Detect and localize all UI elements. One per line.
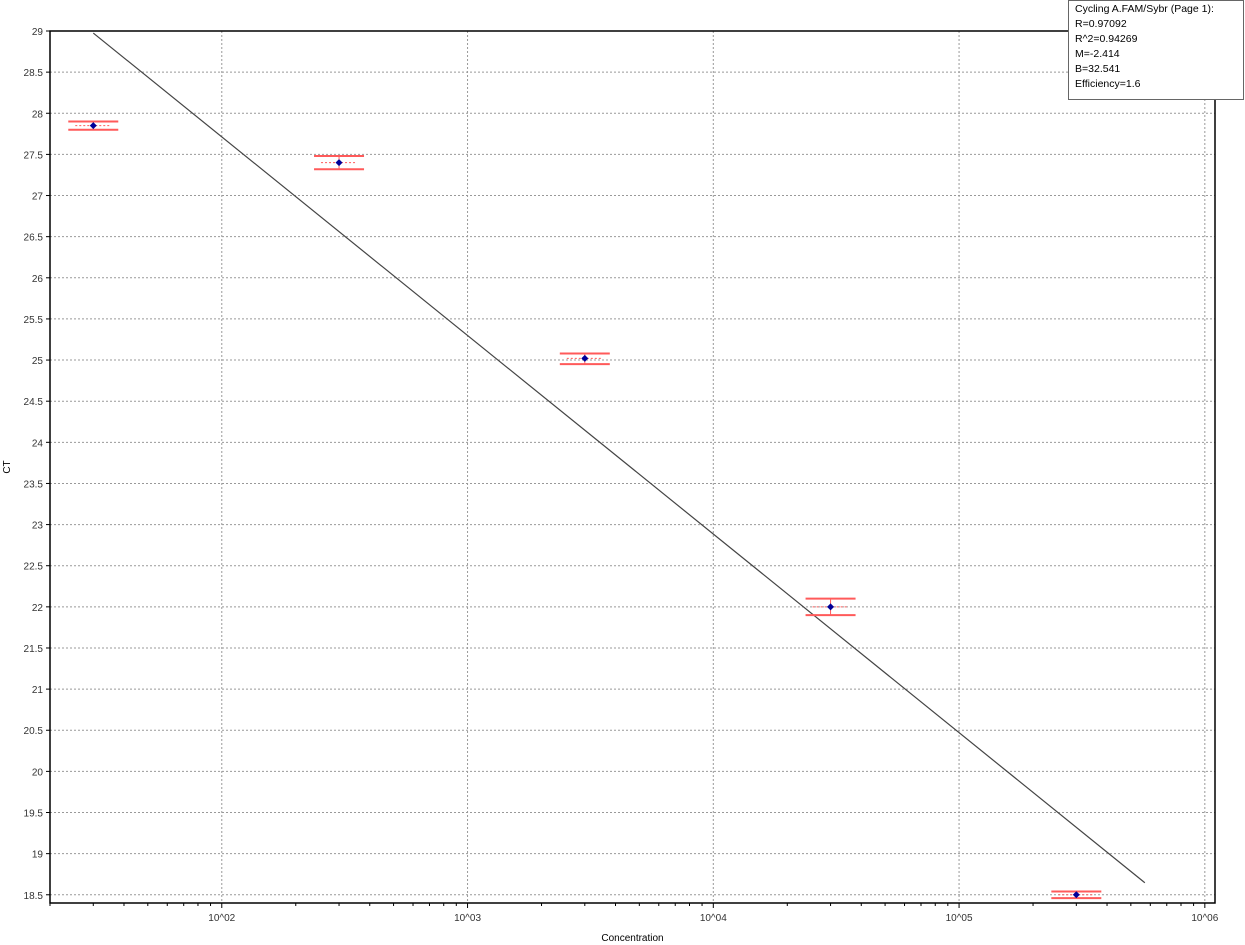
y-tick-label: 19 bbox=[32, 850, 44, 861]
y-tick-label: 24.5 bbox=[24, 397, 44, 408]
x-tick-label: 10^02 bbox=[208, 913, 235, 924]
y-tick-label: 20.5 bbox=[24, 726, 44, 737]
data-point-marker bbox=[89, 122, 97, 130]
x-tick-label: 10^06 bbox=[1191, 913, 1218, 924]
data-point-marker bbox=[1072, 891, 1080, 899]
x-tick-label: 10^05 bbox=[946, 913, 973, 924]
y-tick-label: 27.5 bbox=[24, 150, 44, 161]
grid bbox=[50, 30, 1215, 903]
plot-frame bbox=[49, 30, 1216, 904]
legend-efficiency: Efficiency=1.6 bbox=[1075, 78, 1141, 90]
y-tick-label: 24 bbox=[32, 438, 44, 449]
legend-r: R=0.97092 bbox=[1075, 18, 1127, 30]
y-tick-label: 25.5 bbox=[24, 315, 44, 326]
data-point-group bbox=[68, 120, 119, 131]
y-tick-label: 23 bbox=[32, 521, 44, 532]
regression-stats-legend: Cycling A.FAM/Sybr (Page 1): R=0.97092 R… bbox=[1068, 0, 1244, 100]
legend-slope: M=-2.414 bbox=[1075, 48, 1120, 60]
y-tick-label: 27 bbox=[32, 192, 44, 203]
y-axis-ticks: 18.5 19 19.5 20 20.5 21 21.5 22 22.5 23 23.5 24 24.5… bbox=[24, 27, 50, 902]
legend-intercept: B=32.541 bbox=[1075, 63, 1121, 75]
data-point-marker bbox=[581, 354, 589, 362]
x-axis-label: Concentration bbox=[601, 933, 663, 944]
y-tick-label: 21.5 bbox=[24, 644, 44, 655]
y-tick-label: 26.5 bbox=[24, 233, 44, 244]
y-tick-label: 23.5 bbox=[24, 479, 44, 490]
fit-line-layer bbox=[92, 32, 1146, 884]
y-tick-label: 28.5 bbox=[24, 68, 44, 79]
y-tick-label: 20 bbox=[32, 767, 44, 778]
x-axis-ticks: 10^02 10^03 10^04 10^05 10^06 bbox=[49, 903, 1219, 924]
y-tick-label: 22.5 bbox=[24, 562, 44, 573]
regression-line bbox=[92, 32, 1146, 884]
legend-title: Cycling A.FAM/Sybr (Page 1): bbox=[1075, 3, 1214, 15]
data-point-marker bbox=[827, 603, 835, 611]
data-point-group bbox=[314, 155, 365, 171]
y-tick-label: 25 bbox=[32, 356, 44, 367]
data-point-group bbox=[559, 352, 610, 366]
legend-r-squared: R^2=0.94269 bbox=[1075, 33, 1138, 45]
data-point-group bbox=[1051, 890, 1102, 900]
y-tick-label: 28 bbox=[32, 109, 44, 120]
x-tick-label: 10^04 bbox=[700, 913, 727, 924]
y-tick-label: 19.5 bbox=[24, 809, 44, 820]
y-tick-label: 29 bbox=[32, 27, 44, 38]
y-tick-label: 22 bbox=[32, 603, 44, 614]
data-point-marker bbox=[335, 159, 343, 167]
data-point-group bbox=[805, 597, 856, 617]
y-axis-label: CT bbox=[2, 460, 13, 473]
x-tick-label: 10^03 bbox=[454, 913, 481, 924]
data-points-layer bbox=[68, 120, 1102, 900]
y-tick-label: 21 bbox=[32, 685, 44, 696]
y-tick-label: 26 bbox=[32, 274, 44, 285]
y-tick-label: 18.5 bbox=[24, 891, 44, 902]
